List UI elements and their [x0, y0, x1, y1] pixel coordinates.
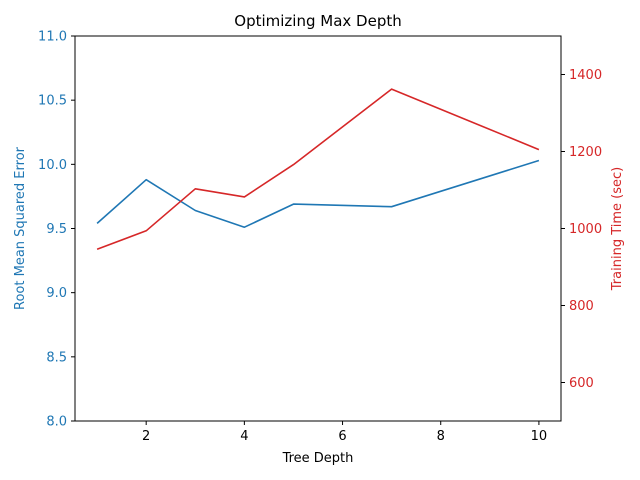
right-axis-label: Training Time (sec) — [610, 167, 625, 291]
training-time-line — [96, 88, 540, 251]
left-tick-label: 11.0 — [38, 30, 67, 45]
x-axis-ticks: 2 4 6 8 10 — [142, 421, 547, 444]
x-tick-label: 4 — [240, 429, 248, 444]
left-tick-label: 8.0 — [46, 415, 67, 430]
x-tick-label: 8 — [437, 429, 445, 444]
left-tick-label: 10.0 — [38, 158, 67, 173]
left-tick-label: 9.0 — [46, 286, 67, 301]
series-layer — [96, 88, 540, 251]
right-tick-label: 600 — [569, 376, 594, 391]
left-axis-ticks: 8.0 8.5 9.0 9.5 10.0 10.5 11.0 — [38, 30, 75, 430]
left-tick-label: 8.5 — [46, 350, 67, 365]
right-tick-label: 1000 — [569, 222, 602, 237]
left-tick-label: 10.5 — [38, 94, 67, 109]
chart-title: Optimizing Max Depth — [234, 12, 401, 30]
x-tick-label: 6 — [338, 429, 346, 444]
right-tick-label: 1200 — [569, 145, 602, 160]
x-tick-label: 10 — [531, 429, 548, 444]
left-tick-label: 9.5 — [46, 222, 67, 237]
left-axis-label: Root Mean Squared Error — [13, 146, 28, 310]
right-tick-label: 1400 — [569, 68, 602, 83]
right-axis-ticks: 600 800 1000 1200 1400 — [561, 68, 602, 391]
x-axis-label: Tree Depth — [282, 451, 354, 466]
x-tick-label: 2 — [142, 429, 150, 444]
rmse-line — [96, 159, 540, 228]
right-tick-label: 800 — [569, 299, 594, 314]
